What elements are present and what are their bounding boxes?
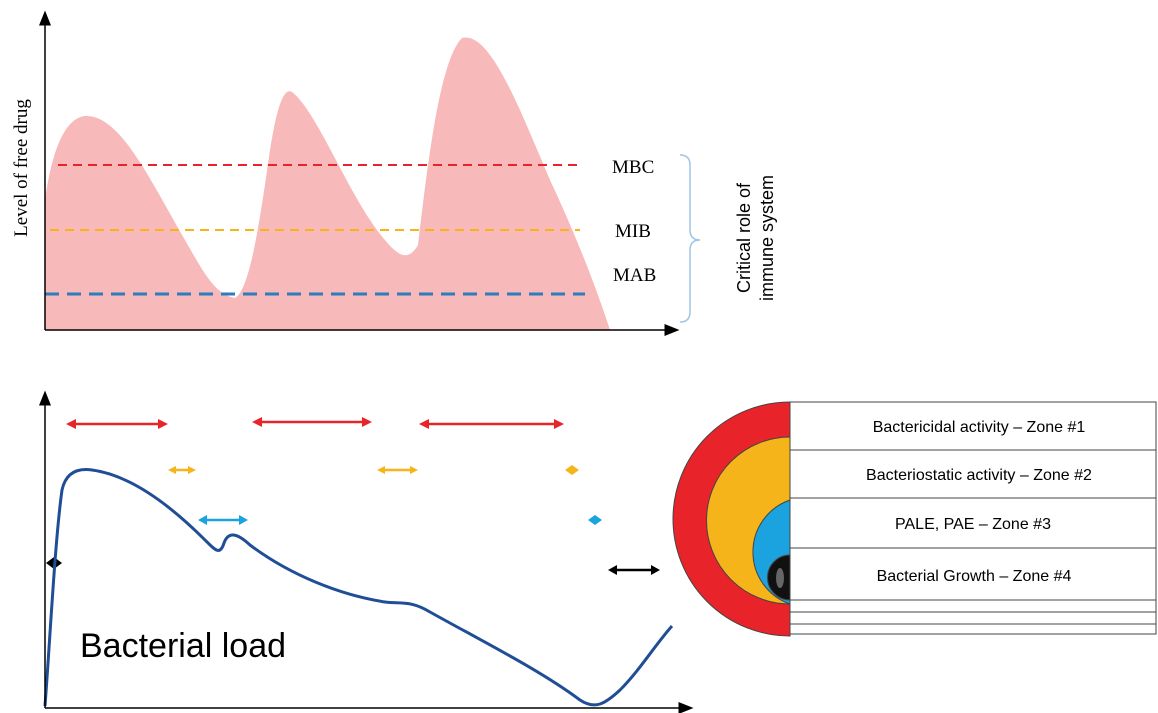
mab-label: MAB xyxy=(613,265,656,286)
y-axis-label: Level of free drug xyxy=(11,99,32,237)
legend-blank-row xyxy=(789,611,1157,625)
drug-concentration-area xyxy=(45,37,610,330)
legend-row-1 xyxy=(789,401,1157,451)
zone2-arrow xyxy=(377,466,418,474)
immune-label-line1: Critical role of xyxy=(734,182,754,293)
zone2-arrow xyxy=(565,465,579,475)
legend-label-zone3: PALE, PAE – Zone #3 xyxy=(895,516,1051,533)
mib-label: MIB xyxy=(615,221,651,242)
legend-blank-row xyxy=(789,599,1157,613)
zone3-arrow xyxy=(588,515,602,525)
legend-row-4 xyxy=(789,547,1157,601)
immune-bracket xyxy=(679,154,701,323)
bacterial-load-curve xyxy=(43,468,674,707)
legend-label-zone4: Bacterial Growth – Zone #4 xyxy=(877,568,1072,585)
drug-level-panel: Level of free drug MBC MIB MAB Critical … xyxy=(11,10,777,336)
legend-label-zone2: Bacteriostatic activity – Zone #2 xyxy=(866,467,1092,484)
legend-blank-row xyxy=(789,623,1157,635)
zone1-arrow xyxy=(252,417,372,427)
bacterial-load-panel: Bacterial load xyxy=(39,390,694,713)
zone1-arrow xyxy=(419,419,564,429)
zone3-arrow xyxy=(198,515,248,525)
bacterial-load-label: Bacterial load xyxy=(80,627,286,665)
mbc-label: MBC xyxy=(612,157,654,178)
zone-legend: Bactericidal activity – Zone #1 Bacterio… xyxy=(672,401,1157,637)
legend-row-3 xyxy=(789,497,1157,549)
zone4-highlight xyxy=(776,568,784,588)
zone2-arrow xyxy=(168,466,196,474)
legend-label-zone1: Bactericidal activity – Zone #1 xyxy=(873,419,1086,436)
zone4-arrow xyxy=(608,565,660,575)
immune-label-line2: immune system xyxy=(757,175,777,301)
zone1-arrow xyxy=(66,419,168,429)
legend-row-2 xyxy=(789,449,1157,499)
